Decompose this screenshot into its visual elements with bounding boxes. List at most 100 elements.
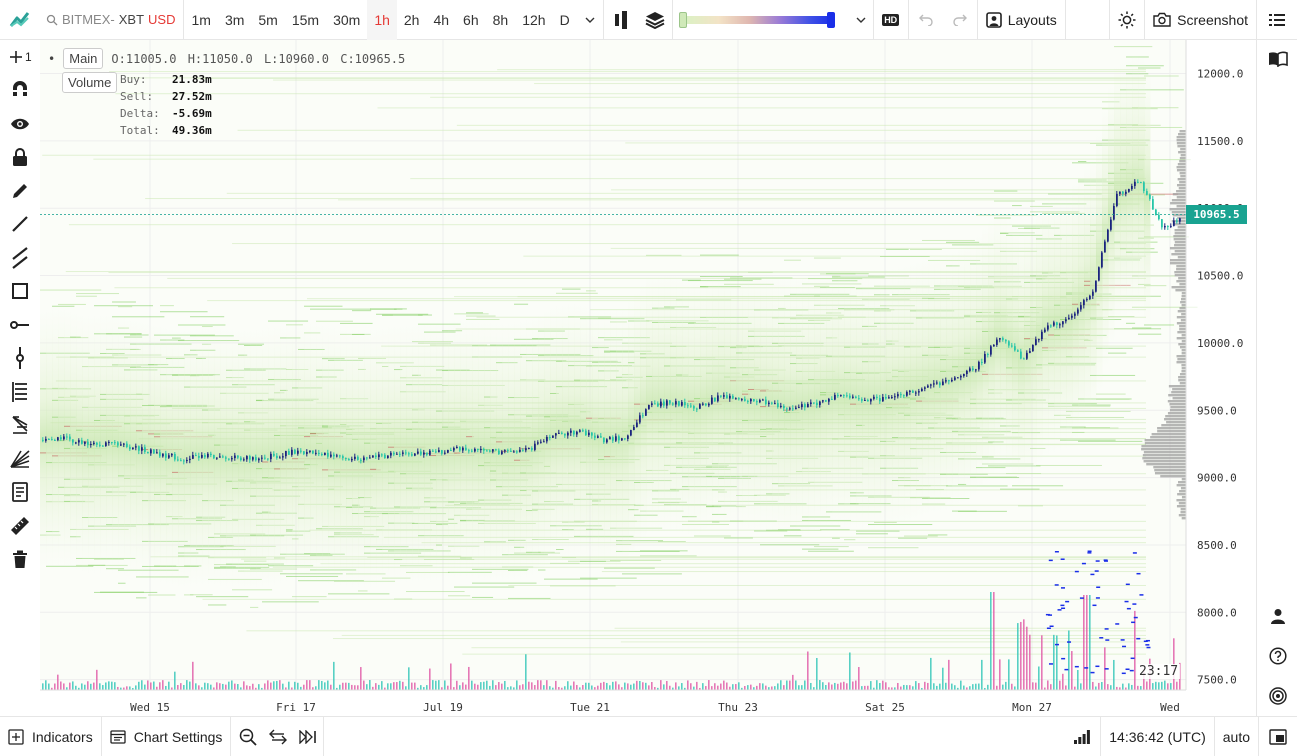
- volume-bar: [201, 687, 203, 690]
- symbol-search[interactable]: BITMEX- XBT USD: [40, 0, 185, 40]
- rectangle-icon[interactable]: [0, 275, 40, 309]
- utc-clock[interactable]: 14:36:42 (UTC): [1109, 728, 1206, 745]
- interval-4h[interactable]: 4h: [433, 11, 450, 28]
- ruler-icon[interactable]: [0, 509, 40, 543]
- main-series-label[interactable]: Main: [63, 48, 104, 69]
- indicators-button[interactable]: Indicators: [0, 717, 101, 756]
- lock-icon[interactable]: [0, 141, 40, 175]
- fib-retracement-icon[interactable]: [0, 375, 40, 409]
- book-icon[interactable]: [1257, 44, 1297, 74]
- interval-d[interactable]: D: [559, 11, 570, 28]
- fib-fan-icon[interactable]: [0, 409, 40, 443]
- interval-12h[interactable]: 12h: [522, 11, 546, 28]
- slider-handle-low[interactable]: [678, 11, 687, 28]
- volume-series-label[interactable]: Volume: [62, 72, 118, 93]
- redo-icon[interactable]: [943, 0, 977, 40]
- heatmap-intensity-slider[interactable]: [678, 0, 841, 40]
- slider-dropdown-icon[interactable]: [849, 0, 873, 40]
- interval-3m[interactable]: 3m: [224, 11, 245, 28]
- auto-scale-button[interactable]: auto: [1222, 728, 1250, 745]
- candle-body: [474, 448, 476, 452]
- fullscreen-icon[interactable]: [1259, 717, 1297, 756]
- interval-dropdown-icon[interactable]: [577, 0, 603, 40]
- candle-body: [81, 440, 83, 444]
- volume-bar: [822, 682, 824, 690]
- order-level: [292, 596, 327, 598]
- undo-icon[interactable]: [909, 0, 943, 40]
- screenshot-button[interactable]: Screenshot: [1145, 0, 1256, 40]
- candle-body: [891, 396, 893, 398]
- interval-30m[interactable]: 30m: [333, 11, 361, 28]
- target-icon[interactable]: [1257, 681, 1297, 711]
- hd-toggle[interactable]: HD: [874, 0, 908, 40]
- trash-icon[interactable]: [0, 543, 40, 577]
- signal-strength-icon[interactable]: [1064, 717, 1100, 756]
- divider: [976, 0, 978, 40]
- profile-bar: [1176, 361, 1186, 364]
- candle-body: [54, 439, 56, 441]
- chart-area[interactable]: 12000.011500.011000.010500.010000.09500.…: [40, 40, 1256, 716]
- pencil-icon[interactable]: [0, 174, 40, 208]
- heat-column: [562, 303, 569, 564]
- candle-body: [978, 361, 980, 370]
- candle-body: [960, 376, 962, 378]
- horizontal-ray-icon[interactable]: [0, 308, 40, 342]
- volume-bar: [603, 681, 605, 690]
- volume-bar: [873, 687, 875, 690]
- chart-settings-button[interactable]: Chart Settings: [102, 717, 231, 756]
- volume-bar: [693, 686, 695, 690]
- app-logo-icon[interactable]: [0, 0, 40, 40]
- scroll-to-realtime-icon[interactable]: [293, 717, 323, 756]
- user-icon[interactable]: [1257, 601, 1297, 631]
- chart-canvas[interactable]: 12000.011500.011000.010500.010000.09500.…: [40, 40, 1256, 716]
- candle-body: [1104, 241, 1106, 253]
- layouts-button[interactable]: Layouts: [978, 0, 1065, 40]
- order-wall: [484, 455, 1146, 457]
- zoom-out-icon[interactable]: [231, 717, 263, 756]
- magnet-tool-icon[interactable]: [0, 74, 40, 108]
- watchlist-list-icon[interactable]: [1257, 0, 1297, 40]
- interval-15m[interactable]: 15m: [291, 11, 320, 28]
- parallel-channel-icon[interactable]: [0, 241, 40, 275]
- vertical-line-icon[interactable]: [0, 342, 40, 376]
- help-icon[interactable]: [1257, 641, 1297, 671]
- candle-body: [291, 449, 293, 455]
- volume-bar: [321, 680, 323, 690]
- interval-1m[interactable]: 1m: [191, 11, 211, 28]
- candle-body: [792, 408, 794, 410]
- theme-toggle-sun-icon[interactable]: [1110, 0, 1144, 40]
- profile-bar: [1178, 151, 1186, 154]
- trendline-icon[interactable]: [0, 208, 40, 242]
- order-level: [550, 392, 559, 394]
- gann-fan-icon[interactable]: [0, 442, 40, 476]
- interval-2h[interactable]: 2h: [403, 11, 420, 28]
- visibility-eye-icon[interactable]: [0, 107, 40, 141]
- swap-arrows-icon[interactable]: [263, 717, 293, 756]
- notes-icon[interactable]: [0, 476, 40, 510]
- heat-column: [1090, 156, 1097, 417]
- interval-1h[interactable]: 1h: [367, 0, 397, 40]
- candle-body: [102, 445, 104, 447]
- candle-body: [207, 453, 209, 458]
- candle-body: [876, 396, 878, 399]
- trade-marker: [1048, 559, 1053, 562]
- candle-body: [684, 402, 686, 406]
- order-level: [70, 336, 81, 338]
- slider-handle-high[interactable]: [826, 11, 835, 28]
- main-legend: • Main O:11005.0 H:11050.0 L:10960.0 C:1…: [48, 48, 409, 69]
- volume-bar: [840, 682, 842, 690]
- order-wall: [614, 627, 1146, 629]
- profile-bar: [1180, 175, 1186, 178]
- candle-body: [519, 449, 521, 452]
- interval-8h[interactable]: 8h: [492, 11, 509, 28]
- profile-bar: [1180, 298, 1186, 301]
- interval-6h[interactable]: 6h: [463, 11, 479, 28]
- volume-bar: [816, 657, 818, 690]
- divider: [1144, 0, 1146, 40]
- crosshair-tool[interactable]: 1: [0, 40, 40, 74]
- layers-icon[interactable]: [638, 0, 672, 40]
- interval-5m[interactable]: 5m: [258, 11, 278, 28]
- profile-bar: [1142, 457, 1186, 460]
- volume-bar: [669, 685, 671, 690]
- chart-type-candles-icon[interactable]: [604, 0, 638, 40]
